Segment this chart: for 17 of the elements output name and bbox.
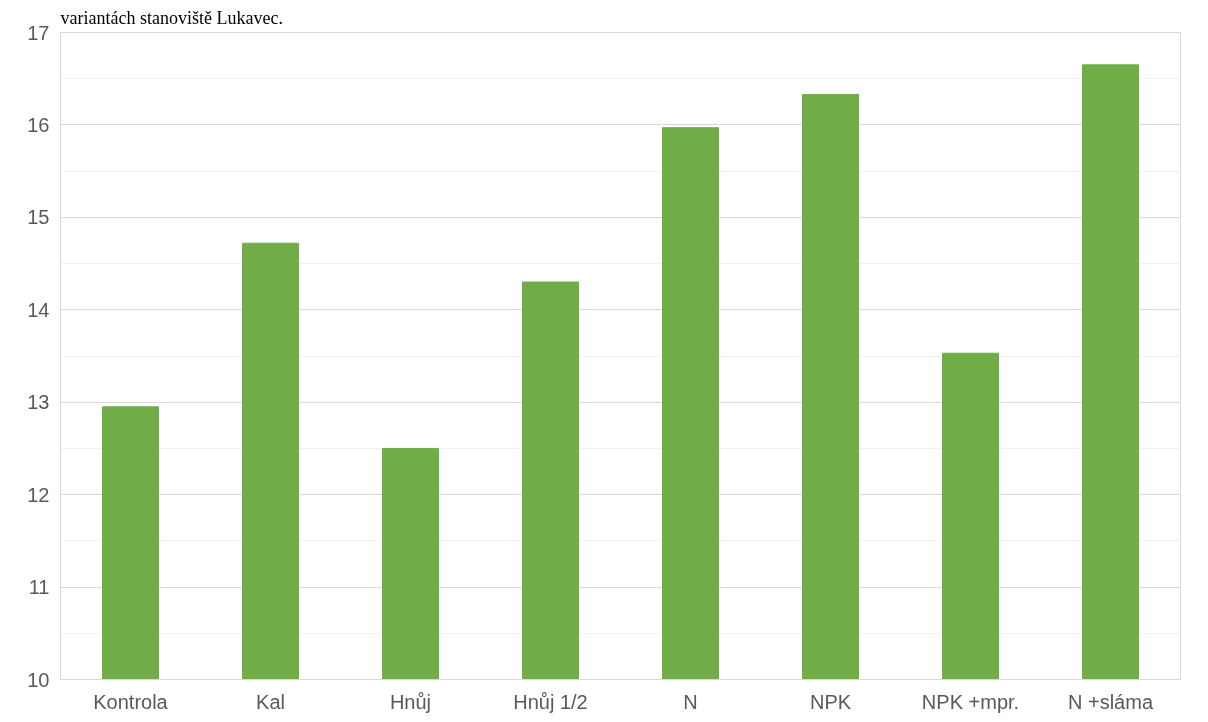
chart-title: variantách stanoviště Lukavec. bbox=[60, 7, 283, 28]
x-tick-label: NPK bbox=[809, 690, 852, 713]
x-tick-label: Kontrola bbox=[93, 690, 169, 713]
x-tick-label: NPK +mpr. bbox=[921, 690, 1020, 713]
x-tick-label: Kal bbox=[256, 690, 285, 713]
y-tick-label: 17 bbox=[27, 21, 50, 44]
x-tick-label: Hnůj 1/2 bbox=[513, 690, 588, 713]
x-tick-label: Hnůj bbox=[389, 690, 432, 713]
y-tick-label: 12 bbox=[27, 483, 50, 506]
y-tick-label: 11 bbox=[28, 576, 50, 599]
x-tick-label: N +sláma bbox=[1067, 690, 1154, 713]
y-tick-label: 13 bbox=[27, 391, 50, 414]
y-tick-label: 10 bbox=[27, 668, 50, 691]
y-tick-label: 14 bbox=[27, 298, 50, 321]
y-tick-label: 16 bbox=[27, 113, 50, 136]
y-tick-label: 15 bbox=[27, 206, 50, 229]
x-tick-label: N bbox=[683, 690, 698, 713]
